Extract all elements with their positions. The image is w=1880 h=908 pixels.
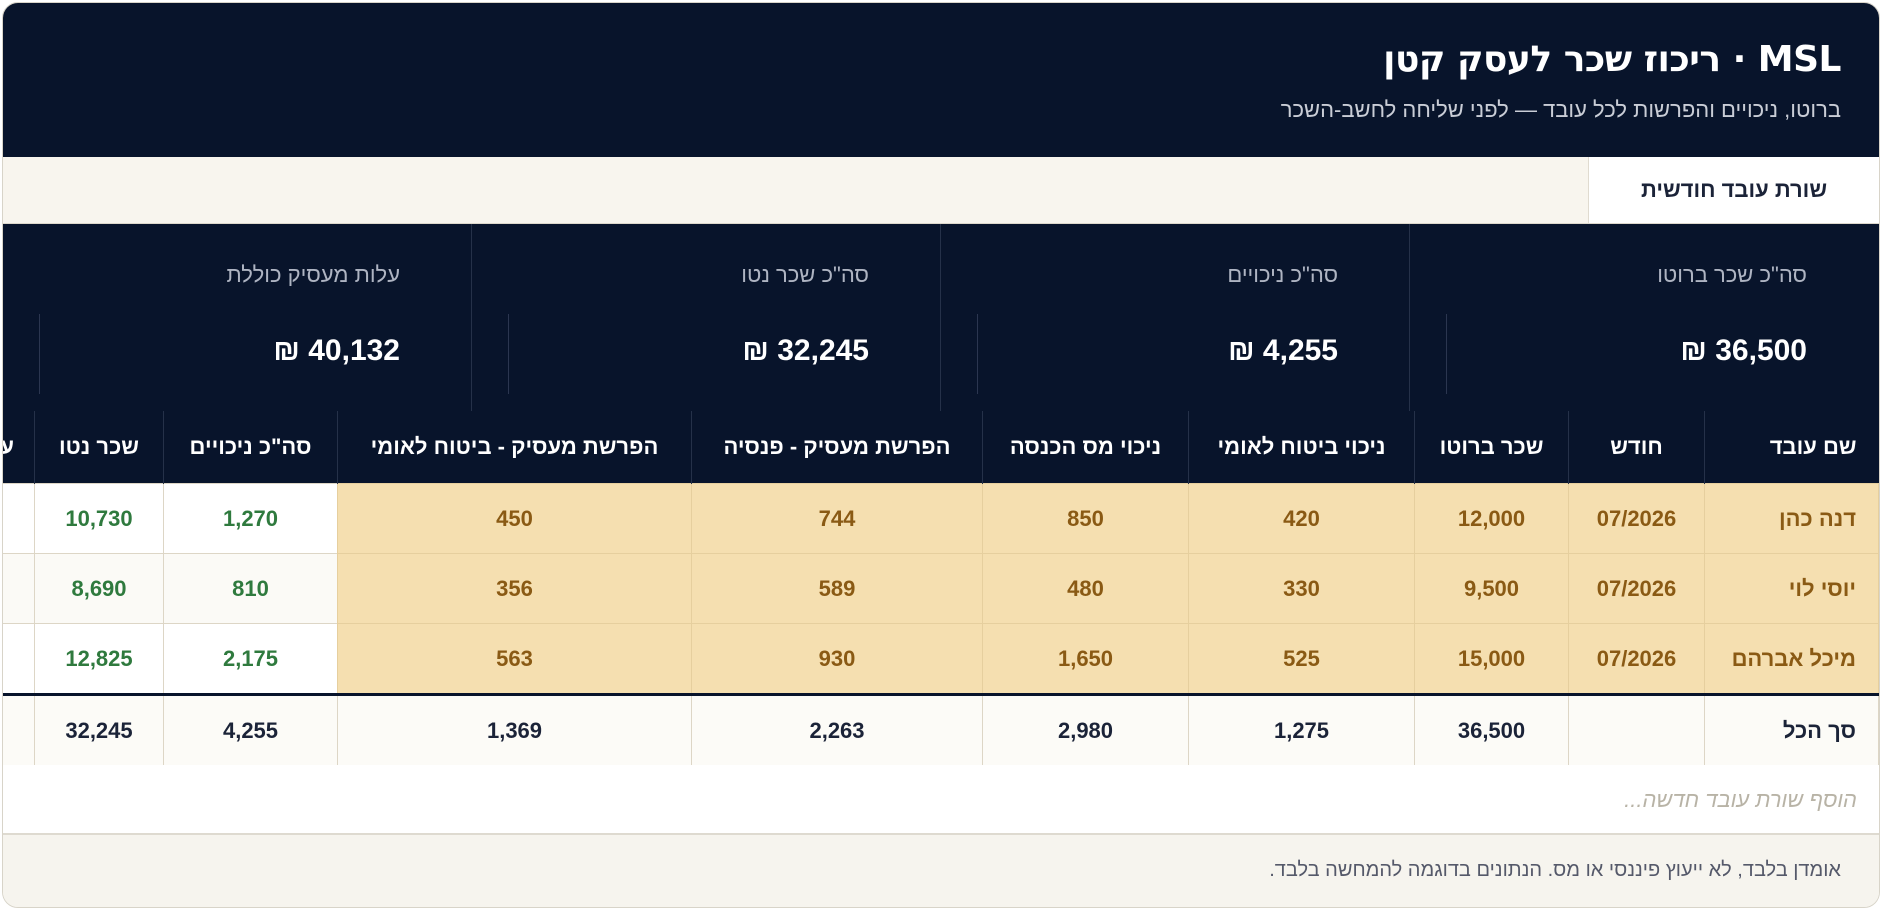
stat-value: 40,132 ₪ [273,334,400,367]
cell-net: 12,825 [34,623,164,695]
cell-total-deductions: 810 [163,553,338,624]
add-row-bar [3,765,1879,835]
cell-ni[interactable]: 525 [1188,623,1415,695]
stat-employer-cost: עלות מעסיק כוללת 40,132 ₪ [3,224,472,411]
cell-month[interactable]: 07/2026 [1568,623,1705,695]
table-row: מיכל אברהם 07/2026 15,000 525 1,650 930 … [3,623,1879,695]
table-row: דנה כהן 07/2026 12,000 420 850 744 450 1… [3,483,1879,554]
cell-month[interactable]: 07/2026 [1568,553,1705,624]
col-header-employer-pension[interactable]: הפרשת מעסיק - פנסיה [691,411,983,484]
stat-divider [39,314,40,394]
table-row: יוסי לוי 07/2026 9,500 330 480 589 356 8… [3,553,1879,624]
cell-name[interactable]: מיכל אברהם [1704,623,1879,695]
total-employer-ni: 1,369 [337,693,692,765]
col-header-tax-deduction[interactable]: ניכוי מס הכנסה [982,411,1189,484]
app-title: MSL · ריכוז שכר לעסק קטן [1383,39,1841,80]
cell-tax[interactable]: 850 [982,483,1189,554]
stat-label: סה"כ שכר נטו [741,262,869,287]
cell-month[interactable]: 07/2026 [1568,483,1705,554]
cell-gross[interactable]: 12,000 [1414,483,1569,554]
stat-total-deductions: סה"כ ניכויים 4,255 ₪ [940,224,1410,411]
cell-employer-cost [3,553,35,624]
footer: אומדן בלבד, לא ייעוץ פיננסי או מס. הנתונ… [3,835,1879,907]
disclaimer-text: אומדן בלבד, לא ייעוץ פיננסי או מס. הנתונ… [1269,859,1841,881]
table-header-row: שם עובד חודש שכר ברוטו ניכוי ביטוח לאומי… [3,411,1879,484]
cell-total-deductions: 1,270 [163,483,338,554]
tab-monthly-employee-row[interactable]: שורת עובד חודשית [1588,157,1879,223]
cell-total-deductions: 2,175 [163,623,338,695]
cell-tax[interactable]: 1,650 [982,623,1189,695]
app-header: MSL · ריכוז שכר לעסק קטן ברוטו, ניכויים … [3,3,1879,157]
cell-pension[interactable]: 589 [691,553,983,624]
cell-name[interactable]: דנה כהן [1704,483,1879,554]
table-total-row: סך הכל 36,500 1,275 2,980 2,263 1,369 4,… [3,693,1879,765]
col-header-ni-deduction[interactable]: ניכוי ביטוח לאומי [1188,411,1415,484]
stat-divider [977,314,978,394]
total-label: סך הכל [1704,693,1879,765]
cell-employer-ni[interactable]: 450 [337,483,692,554]
cell-pension[interactable]: 930 [691,623,983,695]
summary-stats: סה"כ שכר ברוטו 36,500 ₪ סה"כ ניכויים 4,2… [3,224,1879,411]
stat-label: עלות מעסיק כוללת [226,262,400,287]
stat-label: סה"כ ניכויים [1227,262,1338,287]
app-subtitle: ברוטו, ניכויים והפרשות לכל עובד — לפני ש… [1280,97,1841,122]
col-header-employer-ni[interactable]: הפרשת מעסיק - ביטוח לאומי [337,411,692,484]
add-employee-row-input[interactable] [355,779,1859,821]
stat-total-gross: סה"כ שכר ברוטו 36,500 ₪ [1409,224,1879,411]
cell-employer-cost [3,623,35,695]
stat-divider [508,314,509,394]
cell-employer-ni[interactable]: 356 [337,553,692,624]
cell-employer-ni[interactable]: 563 [337,623,692,695]
col-header-month[interactable]: חודש [1568,411,1705,484]
stat-value: 32,245 ₪ [742,334,869,367]
col-header-employee-name[interactable]: שם עובד [1704,411,1879,484]
cell-name[interactable]: יוסי לוי [1704,553,1879,624]
col-header-gross[interactable]: שכר ברוטו [1414,411,1569,484]
total-ni: 1,275 [1188,693,1415,765]
cell-net: 10,730 [34,483,164,554]
stat-label: סה"כ שכר ברוטו [1657,262,1807,287]
total-month [1568,693,1705,765]
payroll-table-container[interactable]: שם עובד חודש שכר ברוטו ניכוי ביטוח לאומי… [3,411,1879,765]
total-pension: 2,263 [691,693,983,765]
cell-pension[interactable]: 744 [691,483,983,554]
stat-total-net: סה"כ שכר נטו 32,245 ₪ [471,224,941,411]
stat-value: 4,255 ₪ [1228,334,1338,367]
col-header-total-deductions[interactable]: סה"כ ניכויים [163,411,338,484]
cell-net: 8,690 [34,553,164,624]
tab-bar: שורת עובד חודשית [3,157,1879,224]
col-header-employer-cost[interactable]: עלות מעסיק כוללת [3,411,35,484]
total-net: 32,245 [34,693,164,765]
cell-tax[interactable]: 480 [982,553,1189,624]
col-header-net[interactable]: שכר נטו [34,411,164,484]
total-tax: 2,980 [982,693,1189,765]
cell-gross[interactable]: 9,500 [1414,553,1569,624]
total-deductions: 4,255 [163,693,338,765]
total-gross: 36,500 [1414,693,1569,765]
payroll-table: שם עובד חודש שכר ברוטו ניכוי ביטוח לאומי… [3,411,1879,765]
cell-ni[interactable]: 330 [1188,553,1415,624]
total-employer-cost [3,693,35,765]
stat-divider [1446,314,1447,394]
stat-value: 36,500 ₪ [1680,334,1807,367]
cell-employer-cost [3,483,35,554]
cell-gross[interactable]: 15,000 [1414,623,1569,695]
cell-ni[interactable]: 420 [1188,483,1415,554]
